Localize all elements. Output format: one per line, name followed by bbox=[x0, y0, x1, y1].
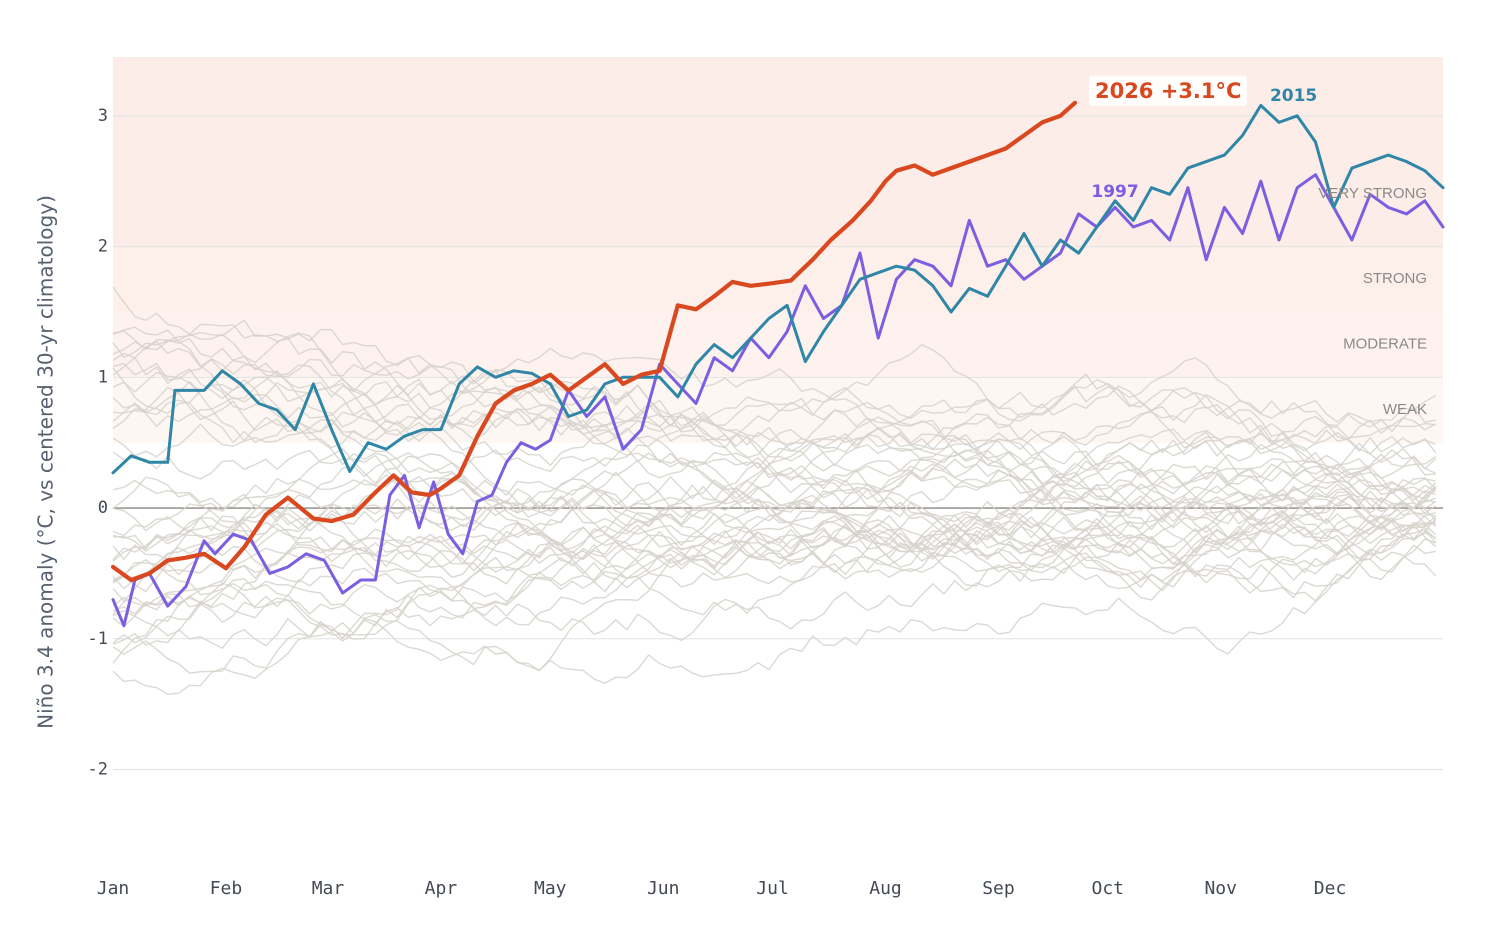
x-tick-label: Oct bbox=[1092, 878, 1125, 899]
historical-year-line bbox=[112, 393, 1437, 590]
historical-year-line bbox=[112, 399, 1437, 528]
y-axis-label: Niño 3.4 anomaly (°C, vs centered 30-yr … bbox=[34, 195, 58, 729]
historical-year-line bbox=[112, 430, 1436, 518]
band-labels: WEAK MODERATE STRONG VERY STRONG bbox=[1318, 185, 1427, 418]
y-tick-label: 1 bbox=[98, 367, 108, 387]
historical-year-line bbox=[112, 497, 1436, 601]
x-tick-label: Nov bbox=[1204, 878, 1237, 899]
label-2026-bg bbox=[1088, 75, 1247, 106]
x-tick-label: Dec bbox=[1314, 878, 1347, 899]
historical-year-line bbox=[112, 378, 1436, 528]
label-1997: 1997 bbox=[1091, 182, 1138, 202]
historical-year-line bbox=[112, 428, 1436, 533]
historical-year-line bbox=[112, 504, 1437, 602]
historical-year-line bbox=[112, 515, 1437, 637]
series-line-2026 bbox=[110, 100, 1078, 583]
historical-year-line bbox=[112, 473, 1437, 628]
y-tick-label: 3 bbox=[98, 106, 108, 126]
series-labels: 2026 +3.1°C 2015 1997 bbox=[1088, 75, 1317, 202]
highlighted-years bbox=[110, 100, 1445, 628]
series-line-1997 bbox=[111, 173, 1445, 628]
x-tick-label: Apr bbox=[425, 878, 458, 899]
historical-year-line bbox=[112, 510, 1436, 642]
historical-year-line bbox=[112, 343, 1437, 499]
historical-year-line bbox=[112, 520, 1437, 674]
historical-year-line bbox=[112, 475, 1437, 599]
historical-year-line bbox=[112, 422, 1436, 695]
x-tick-label: May bbox=[534, 878, 567, 899]
x-tick-label: Aug bbox=[869, 878, 902, 899]
historical-year-line bbox=[112, 326, 1437, 462]
historical-year-line bbox=[112, 426, 1436, 607]
y-tick-label: 2 bbox=[98, 237, 108, 257]
historical-year-line bbox=[112, 323, 1437, 540]
x-tick-label: Jun bbox=[647, 878, 680, 899]
band-label: WEAK bbox=[1383, 401, 1427, 418]
x-tick-label: Mar bbox=[312, 878, 345, 899]
x-axis-ticks: Jan Feb Mar Apr May Jun Jul Aug Sep Oct Nov Dec bbox=[97, 878, 1347, 899]
historical-years bbox=[112, 286, 1437, 695]
band-label: STRONG bbox=[1363, 270, 1427, 287]
historical-year-line bbox=[112, 400, 1437, 467]
historical-year-line bbox=[112, 516, 1437, 649]
label-2026: 2026 +3.1°C bbox=[1095, 79, 1241, 103]
gridlines bbox=[113, 115, 1443, 771]
y-tick-label: -2 bbox=[88, 760, 108, 780]
historical-year-line bbox=[112, 550, 1437, 684]
band-label: VERY STRONG bbox=[1318, 185, 1427, 202]
historical-year-line bbox=[112, 386, 1436, 535]
historical-year-line bbox=[112, 319, 1436, 432]
historical-year-line bbox=[112, 449, 1436, 581]
band-label: MODERATE bbox=[1343, 336, 1427, 353]
label-2015: 2015 bbox=[1270, 86, 1317, 106]
historical-year-line bbox=[112, 493, 1436, 630]
y-tick-label: -1 bbox=[88, 629, 108, 649]
band-strong bbox=[113, 246, 1443, 312]
x-tick-label: Jul bbox=[756, 878, 789, 899]
series-line-2015 bbox=[111, 103, 1445, 475]
historical-year-line bbox=[112, 452, 1437, 562]
x-tick-label: Sep bbox=[982, 878, 1015, 899]
historical-year-line bbox=[112, 487, 1437, 592]
x-tick-label: Feb bbox=[210, 878, 243, 899]
x-tick-label: Jan bbox=[97, 878, 130, 899]
y-tick-label: 0 bbox=[98, 498, 108, 518]
y-axis-ticks: -2 -1 0 1 2 3 bbox=[88, 106, 108, 780]
historical-year-line bbox=[112, 330, 1436, 523]
